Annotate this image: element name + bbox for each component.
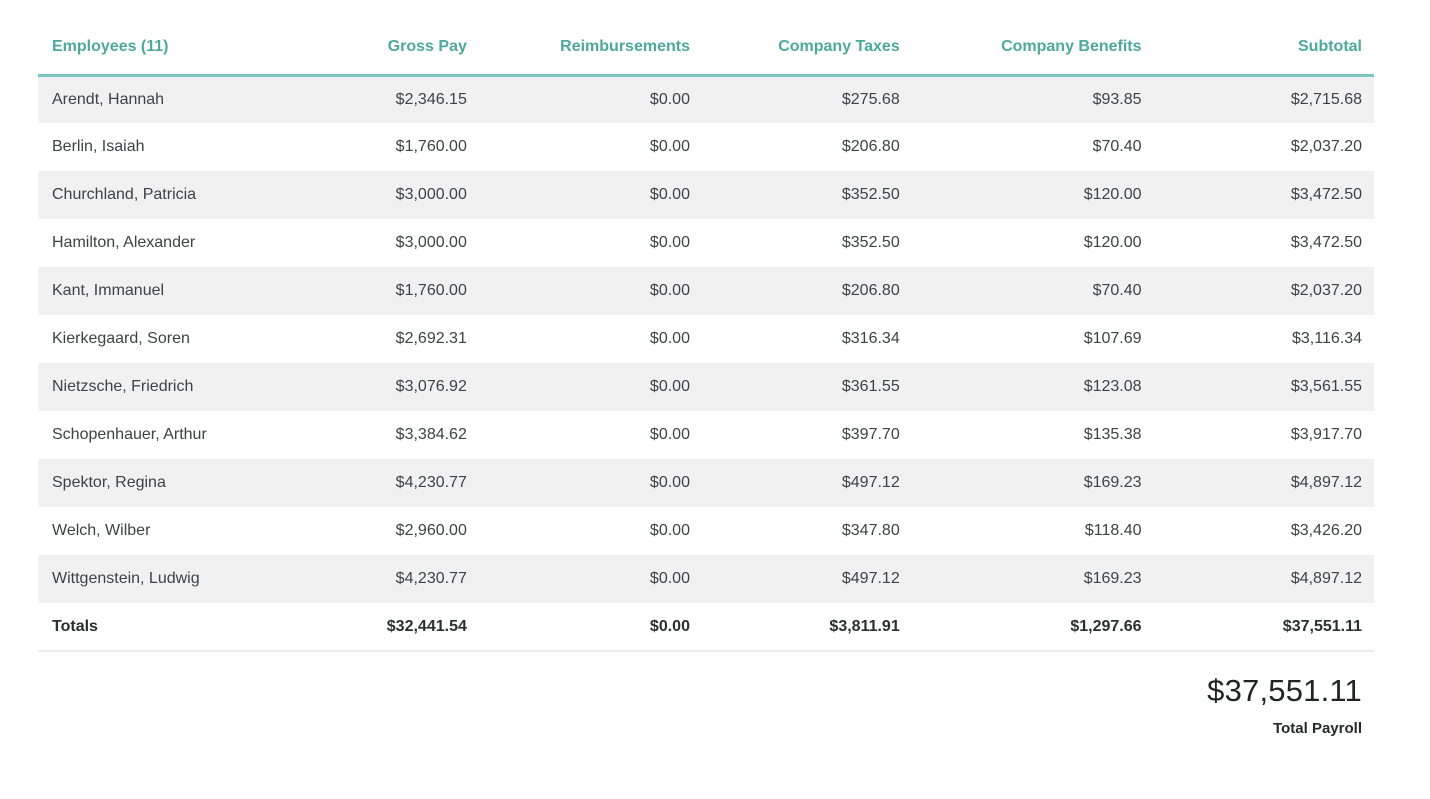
subtotal-cell: $4,897.12 xyxy=(1290,474,1362,491)
table-row[interactable]: Kant, Immanuel $1,760.00 $0.00 $206.80 $… xyxy=(38,267,1374,315)
reimbursements-cell: $0.00 xyxy=(649,138,690,155)
gross-pay-cell: $1,760.00 xyxy=(395,138,467,155)
reimbursements-cell: $0.00 xyxy=(649,330,690,347)
header-row: Employees (11) Gross Pay Reimbursements … xyxy=(38,25,1374,77)
company-taxes-cell: $206.80 xyxy=(841,138,900,155)
table-footer: Totals $32,441.54 $0.00 $3,811.91 $1,297… xyxy=(38,603,1374,652)
table-body: Arendt, Hannah $2,346.15 $0.00 $275.68 $… xyxy=(38,75,1374,603)
reimbursements-cell: $0.00 xyxy=(649,570,690,587)
total-payroll-amount: $37,551.11 xyxy=(1207,673,1362,708)
column-header-company-benefits: Company Benefits xyxy=(911,25,1154,77)
totals-row: Totals $32,441.54 $0.00 $3,811.91 $1,297… xyxy=(38,603,1374,652)
reimbursements-cell: $0.00 xyxy=(649,90,690,108)
company-taxes-cell: $361.55 xyxy=(841,378,900,395)
payroll-report: Employees (11) Gross Pay Reimbursements … xyxy=(38,25,1374,737)
totals-subtotal-cell: $37,551.11 xyxy=(1153,603,1374,652)
reimbursements-cell: $0.00 xyxy=(649,426,690,443)
company-benefits-cell: $135.38 xyxy=(1083,426,1142,443)
employee-name-cell: Schopenhauer, Arthur xyxy=(52,426,207,443)
company-benefits-cell: $169.23 xyxy=(1083,474,1142,491)
company-benefits-cell: $120.00 xyxy=(1083,186,1142,203)
payroll-table: Employees (11) Gross Pay Reimbursements … xyxy=(38,25,1374,652)
totals-company-taxes-cell: $3,811.91 xyxy=(701,603,912,652)
table-row[interactable]: Kierkegaard, Soren $2,692.31 $0.00 $316.… xyxy=(38,315,1374,363)
company-benefits-cell: $120.00 xyxy=(1083,234,1142,251)
company-benefits-cell: $70.40 xyxy=(1092,282,1142,299)
employee-name-cell: Berlin, Isaiah xyxy=(52,138,145,155)
column-header-company-taxes: Company Taxes xyxy=(701,25,912,77)
company-taxes-cell: $397.70 xyxy=(841,426,900,443)
employee-name-cell: Kant, Immanuel xyxy=(52,282,165,299)
company-taxes-cell: $497.12 xyxy=(841,570,900,587)
totals-reimbursements-cell: $0.00 xyxy=(478,603,702,652)
reimbursements-cell: $0.00 xyxy=(649,474,690,491)
gross-pay-cell: $3,000.00 xyxy=(395,234,467,251)
company-taxes-cell: $347.80 xyxy=(841,522,900,539)
column-header-employees: Employees (11) xyxy=(38,25,306,77)
gross-pay-cell: $2,346.15 xyxy=(395,90,467,108)
company-taxes-cell: $206.80 xyxy=(841,282,900,299)
gross-pay-cell: $2,960.00 xyxy=(395,522,467,539)
subtotal-cell: $3,426.20 xyxy=(1290,522,1362,539)
company-taxes-cell: $352.50 xyxy=(841,234,900,251)
table-row[interactable]: Hamilton, Alexander $3,000.00 $0.00 $352… xyxy=(38,219,1374,267)
gross-pay-cell: $4,230.77 xyxy=(395,474,467,491)
totals-gross-pay-cell: $32,441.54 xyxy=(305,603,479,652)
gross-pay-cell: $1,760.00 xyxy=(395,282,467,299)
table-row[interactable]: Berlin, Isaiah $1,760.00 $0.00 $206.80 $… xyxy=(38,123,1374,171)
subtotal-cell: $4,897.12 xyxy=(1290,570,1362,587)
subtotal-cell: $3,472.50 xyxy=(1290,186,1362,203)
total-payroll-summary: $37,551.11 Total Payroll xyxy=(38,652,1374,737)
subtotal-cell: $3,472.50 xyxy=(1290,234,1362,251)
table-row[interactable]: Spektor, Regina $4,230.77 $0.00 $497.12 … xyxy=(38,459,1374,507)
employee-name-cell: Churchland, Patricia xyxy=(52,186,197,203)
company-benefits-cell: $107.69 xyxy=(1083,330,1142,347)
company-taxes-cell: $497.12 xyxy=(841,474,900,491)
reimbursements-cell: $0.00 xyxy=(649,186,690,203)
totals-company-benefits-cell: $1,297.66 xyxy=(911,603,1154,652)
reimbursements-cell: $0.00 xyxy=(649,282,690,299)
subtotal-cell: $2,715.68 xyxy=(1290,90,1362,108)
gross-pay-cell: $3,000.00 xyxy=(395,186,467,203)
reimbursements-cell: $0.00 xyxy=(649,378,690,395)
company-taxes-cell: $352.50 xyxy=(841,186,900,203)
column-header-subtotal: Subtotal xyxy=(1153,25,1374,77)
company-benefits-cell: $169.23 xyxy=(1083,570,1142,587)
table-row[interactable]: Arendt, Hannah $2,346.15 $0.00 $275.68 $… xyxy=(38,75,1374,123)
table-row[interactable]: Wittgenstein, Ludwig $4,230.77 $0.00 $49… xyxy=(38,555,1374,603)
table-row[interactable]: Nietzsche, Friedrich $3,076.92 $0.00 $36… xyxy=(38,363,1374,411)
employee-name-cell: Nietzsche, Friedrich xyxy=(52,378,194,395)
column-header-gross-pay: Gross Pay xyxy=(305,25,479,77)
gross-pay-cell: $3,076.92 xyxy=(395,378,467,395)
employee-name-cell: Hamilton, Alexander xyxy=(52,234,196,251)
employee-name-cell: Arendt, Hannah xyxy=(52,90,165,108)
employee-name-cell: Kierkegaard, Soren xyxy=(52,330,190,347)
column-header-reimbursements: Reimbursements xyxy=(478,25,702,77)
subtotal-cell: $3,116.34 xyxy=(1292,330,1362,347)
employee-name-cell: Spektor, Regina xyxy=(52,474,166,491)
company-taxes-cell: $316.34 xyxy=(841,330,900,347)
total-payroll-label: Total Payroll xyxy=(1273,720,1362,738)
reimbursements-cell: $0.00 xyxy=(649,522,690,539)
totals-label-cell: Totals xyxy=(38,603,306,652)
table-row[interactable]: Welch, Wilber $2,960.00 $0.00 $347.80 $1… xyxy=(38,507,1374,555)
subtotal-cell: $3,917.70 xyxy=(1290,426,1362,443)
gross-pay-cell: $4,230.77 xyxy=(395,570,467,587)
table-row[interactable]: Churchland, Patricia $3,000.00 $0.00 $35… xyxy=(38,171,1374,219)
table-header: Employees (11) Gross Pay Reimbursements … xyxy=(38,25,1374,77)
company-taxes-cell: $275.68 xyxy=(841,90,900,108)
gross-pay-cell: $3,384.62 xyxy=(395,426,467,443)
table-row[interactable]: Schopenhauer, Arthur $3,384.62 $0.00 $39… xyxy=(38,411,1374,459)
reimbursements-cell: $0.00 xyxy=(649,234,690,251)
company-benefits-cell: $93.85 xyxy=(1092,90,1142,108)
subtotal-cell: $2,037.20 xyxy=(1290,282,1362,299)
employee-name-cell: Welch, Wilber xyxy=(52,522,151,539)
company-benefits-cell: $70.40 xyxy=(1092,138,1142,155)
gross-pay-cell: $2,692.31 xyxy=(395,330,467,347)
employee-name-cell: Wittgenstein, Ludwig xyxy=(52,570,200,587)
company-benefits-cell: $118.40 xyxy=(1084,522,1142,539)
subtotal-cell: $2,037.20 xyxy=(1290,138,1362,155)
subtotal-cell: $3,561.55 xyxy=(1290,378,1362,395)
company-benefits-cell: $123.08 xyxy=(1083,378,1142,395)
